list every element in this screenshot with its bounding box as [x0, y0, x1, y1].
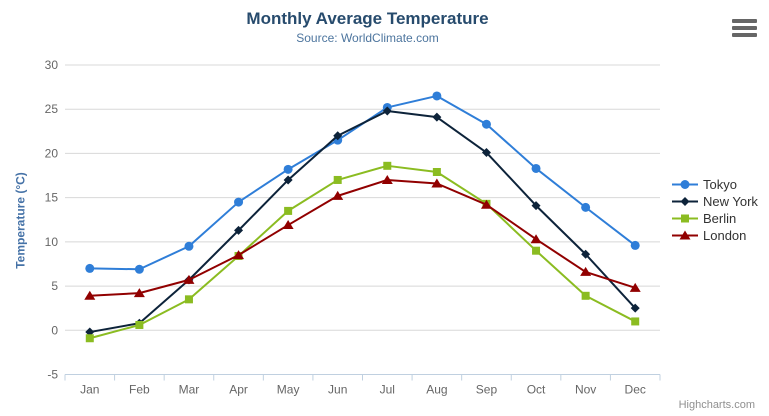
legend-item-berlin[interactable]: Berlin	[672, 210, 758, 227]
y-axis-label: 10	[45, 235, 59, 249]
data-point-london[interactable]	[580, 266, 592, 276]
credits-link[interactable]: Highcharts.com	[678, 399, 755, 411]
chart-subtitle: Source: WorldClimate.com	[296, 31, 439, 45]
data-point-berlin[interactable]	[432, 167, 441, 176]
data-point-berlin[interactable]	[184, 295, 193, 304]
y-axis-label: 30	[45, 58, 59, 72]
data-point-tokyo[interactable]	[531, 163, 541, 173]
data-point-tokyo[interactable]	[234, 197, 244, 207]
series-line-berlin	[88, 164, 637, 340]
data-point-berlin[interactable]	[631, 317, 640, 326]
series-line-tokyo	[88, 94, 637, 271]
data-point-london[interactable]	[480, 199, 492, 209]
x-axis-label: Jun	[328, 383, 347, 397]
data-point-london[interactable]	[133, 288, 145, 298]
data-point-berlin[interactable]	[383, 161, 392, 170]
x-axis-label: Jan	[80, 383, 99, 397]
data-point-london[interactable]	[431, 178, 443, 188]
data-point-tokyo[interactable]	[481, 119, 491, 129]
data-point-london[interactable]	[381, 174, 393, 184]
legend-item-new-york[interactable]: New York	[672, 193, 758, 210]
data-point-new-york[interactable]	[333, 131, 343, 141]
data-point-london[interactable]	[629, 282, 641, 292]
data-point-london[interactable]	[183, 274, 195, 284]
hamburger-icon	[732, 33, 757, 37]
data-point-new-york[interactable]	[531, 201, 541, 211]
data-point-tokyo[interactable]	[85, 263, 95, 273]
y-axis-label: 0	[51, 323, 58, 337]
x-axis-label: Sep	[476, 383, 498, 397]
data-point-new-york[interactable]	[581, 249, 591, 259]
x-axis-label: Mar	[179, 383, 200, 397]
x-axis-label: Feb	[129, 383, 150, 397]
export-menu-button[interactable]	[732, 19, 757, 40]
data-point-london[interactable]	[530, 234, 542, 244]
legend-item-label: Tokyo	[703, 177, 737, 192]
y-axis-label: 20	[45, 146, 59, 160]
data-point-new-york[interactable]	[630, 303, 640, 313]
legend-item-london[interactable]: London	[672, 227, 758, 244]
x-axis-label: Apr	[229, 383, 248, 397]
legend: Tokyo New York Berlin London	[672, 176, 758, 244]
circle-marker-icon	[672, 180, 698, 189]
data-point-new-york[interactable]	[481, 148, 491, 158]
data-point-new-york[interactable]	[382, 106, 392, 116]
data-point-berlin[interactable]	[284, 206, 293, 215]
data-point-berlin[interactable]	[333, 175, 342, 184]
data-point-tokyo[interactable]	[283, 164, 293, 174]
x-axis-label: May	[277, 383, 300, 397]
legend-item-label: Berlin	[703, 211, 737, 226]
data-point-berlin[interactable]	[532, 246, 541, 255]
data-point-tokyo[interactable]	[134, 264, 144, 274]
data-point-new-york[interactable]	[234, 225, 244, 235]
series-line-new-york	[88, 109, 637, 334]
data-point-london[interactable]	[84, 290, 96, 300]
series-line-london	[88, 178, 637, 297]
data-point-berlin[interactable]	[135, 320, 144, 329]
square-marker-icon	[672, 214, 698, 223]
legend-item-tokyo[interactable]: Tokyo	[672, 176, 758, 193]
y-axis-label: 5	[51, 279, 58, 293]
data-point-london[interactable]	[332, 190, 344, 200]
x-axis-label: Jul	[380, 383, 395, 397]
y-axis-label: -5	[47, 368, 58, 382]
data-point-london[interactable]	[282, 220, 294, 230]
x-axis-label: Dec	[625, 383, 646, 397]
data-point-london[interactable]	[233, 250, 245, 260]
y-axis-title: Temperature (°C)	[13, 172, 28, 269]
data-point-berlin[interactable]	[581, 291, 590, 300]
data-point-new-york[interactable]	[283, 175, 293, 185]
x-axis-label: Oct	[527, 383, 546, 397]
data-point-tokyo[interactable]	[630, 240, 640, 250]
data-point-tokyo[interactable]	[432, 91, 442, 101]
hamburger-icon	[732, 26, 757, 30]
x-axis-label: Nov	[575, 383, 596, 397]
triangle-up-marker-icon	[672, 230, 698, 240]
hamburger-icon	[732, 19, 757, 23]
data-point-berlin[interactable]	[85, 334, 94, 343]
data-point-tokyo[interactable]	[581, 202, 591, 212]
legend-item-label: New York	[703, 194, 758, 209]
data-point-tokyo[interactable]	[184, 241, 194, 251]
y-axis-label: 25	[45, 102, 59, 116]
y-axis-label: 15	[45, 191, 59, 205]
x-axis-label: Aug	[426, 383, 447, 397]
legend-item-label: London	[703, 228, 747, 243]
data-point-new-york[interactable]	[432, 112, 442, 122]
diamond-marker-icon	[672, 197, 698, 206]
chart-title: Monthly Average Temperature	[246, 9, 489, 28]
